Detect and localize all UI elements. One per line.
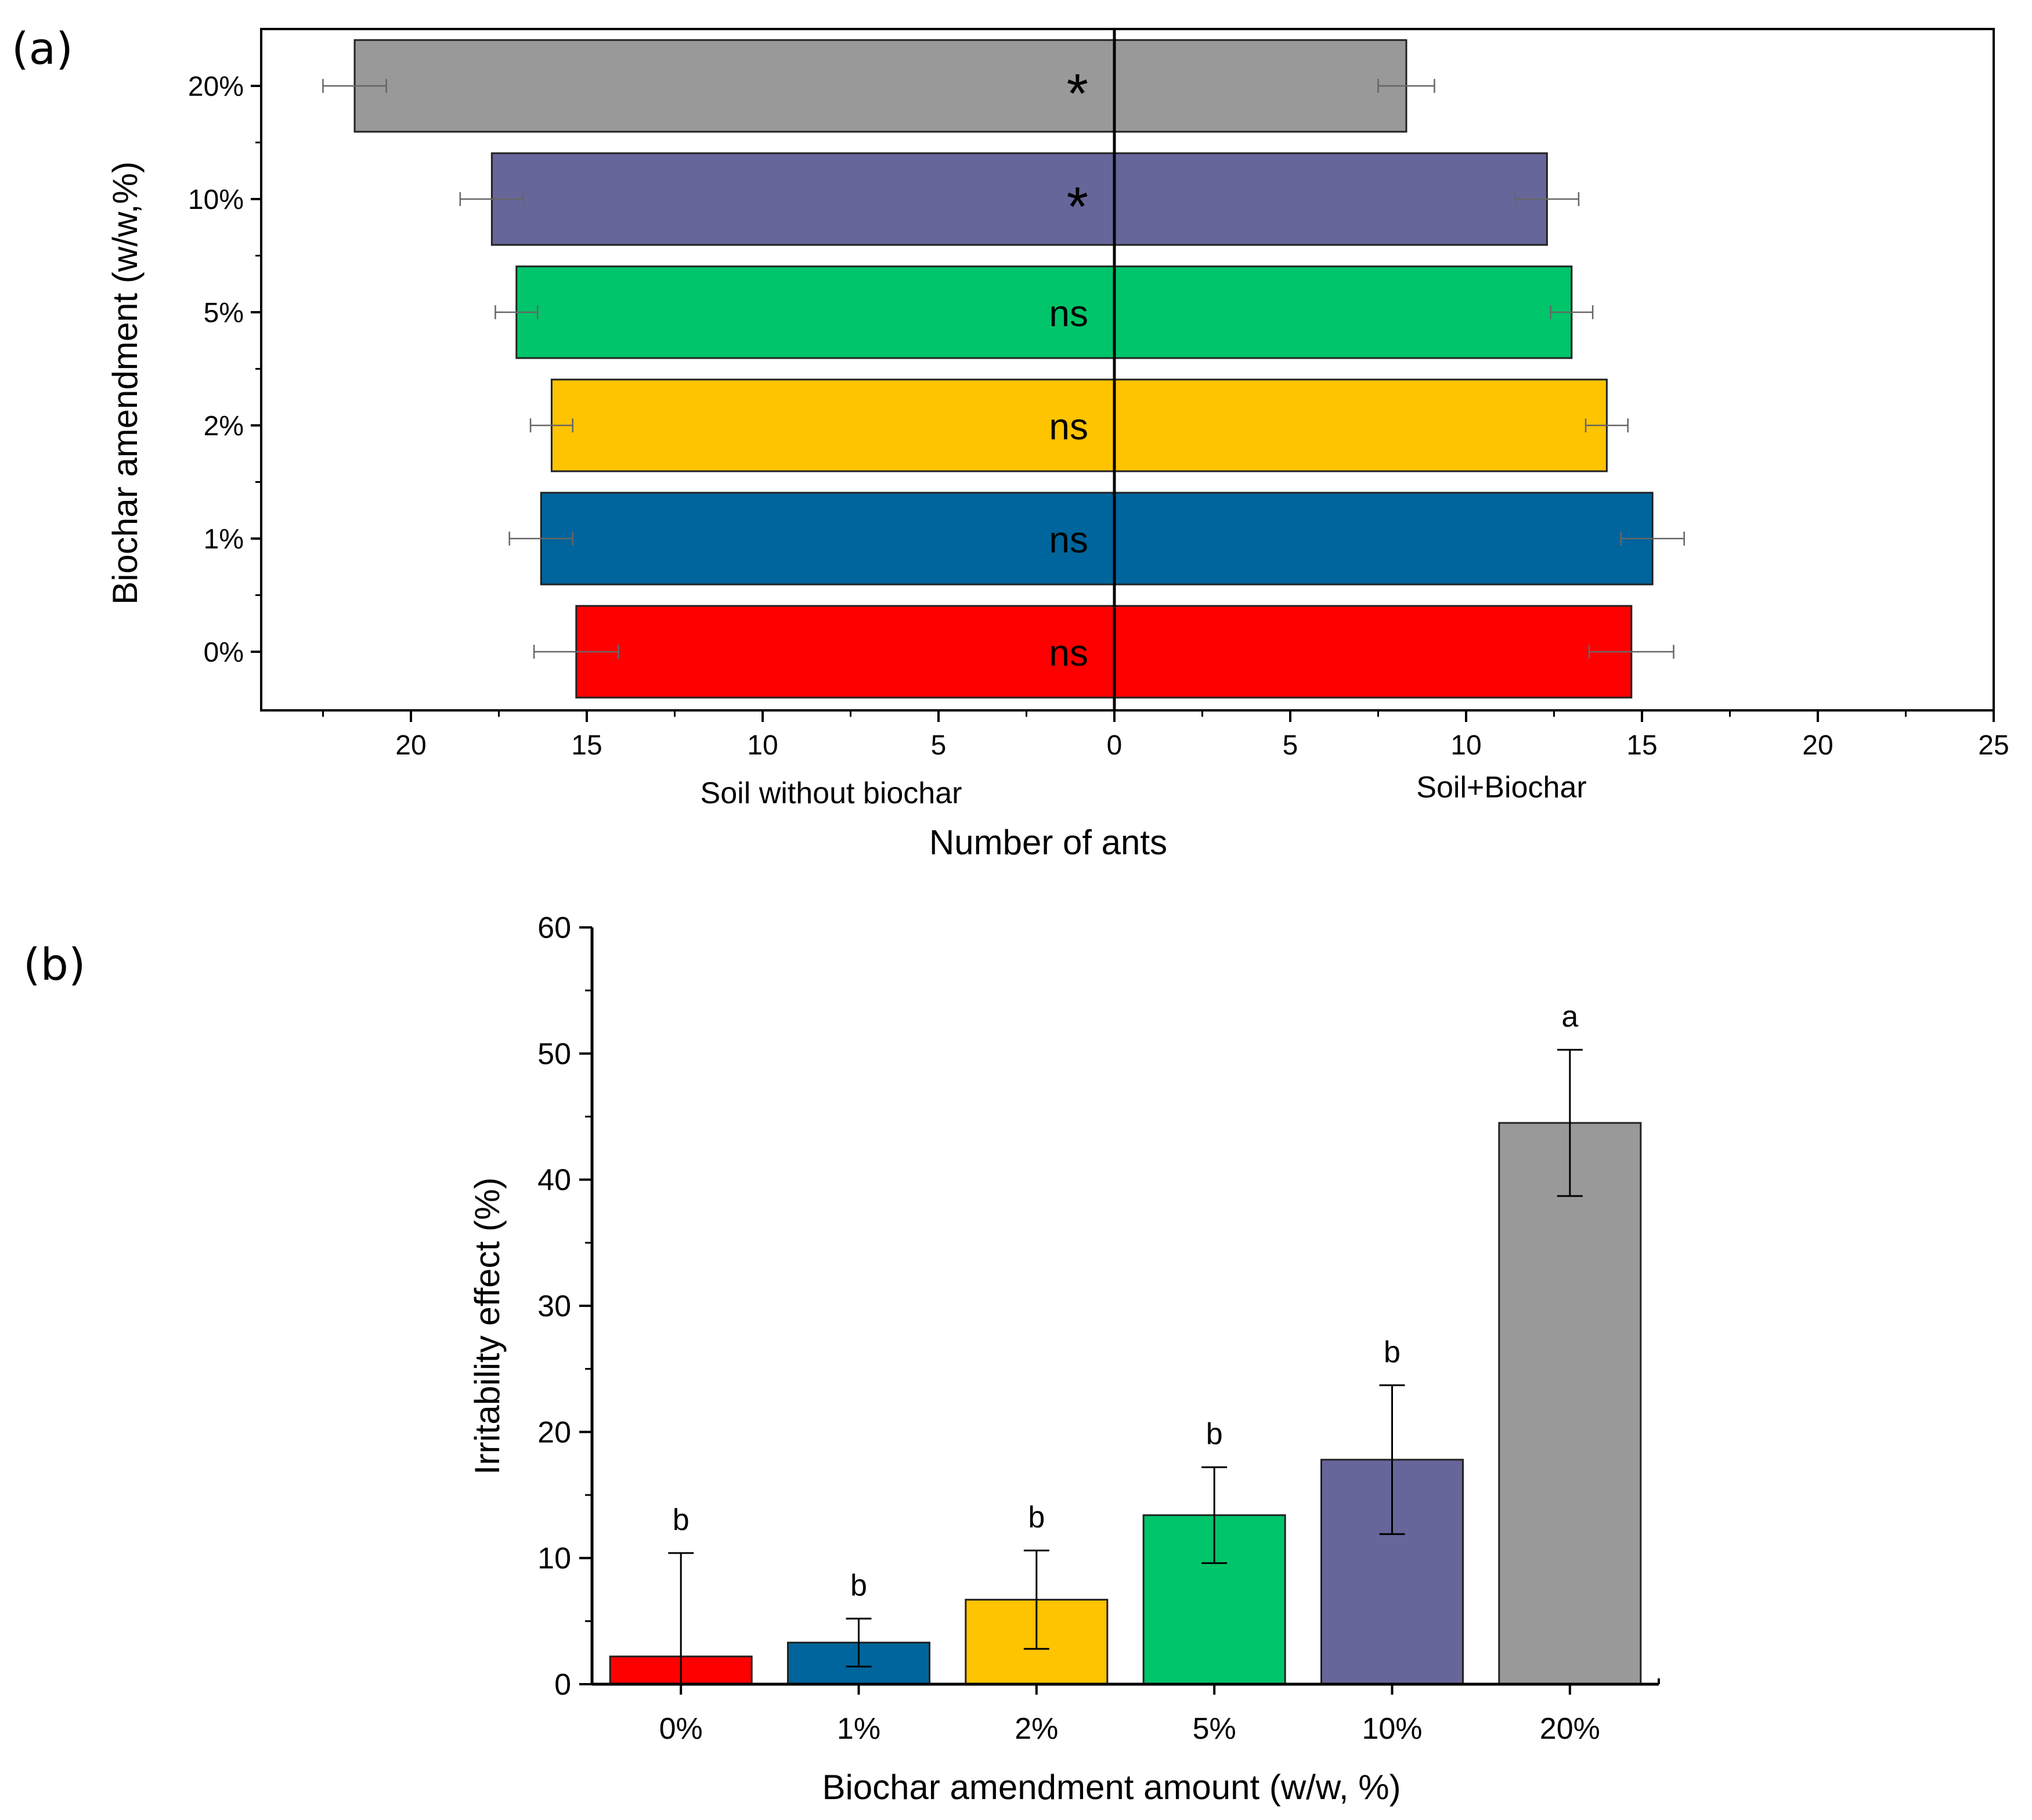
bar-right-10% (1113, 152, 1548, 246)
y-tick-label-20%: 20% (188, 71, 244, 102)
bar-20% (1498, 1122, 1642, 1685)
panel-a-y-axis-title: Biochar amendment (w/w,%) (106, 161, 145, 605)
panel-b: (b) b b b b b a 0% 1% 2% 5% 10% 20% 0 10 20 30 40 50 60 B… (23, 911, 1660, 1807)
error-bar-left-10% (459, 192, 525, 206)
y-tick-label-20: 20 (537, 1415, 571, 1449)
error-bar-right-1% (1620, 532, 1685, 546)
annotation-20%: * (1067, 63, 1088, 125)
panel-a-error-bars (322, 79, 1685, 659)
x-tick-label-right-15: 15 (1626, 730, 1657, 761)
y-tick-label-5%: 5% (204, 298, 244, 328)
x-tick-label-left-5: 5 (931, 730, 947, 761)
significance-letter-0%: b (673, 1503, 690, 1537)
y-tick-label-50: 50 (537, 1037, 571, 1071)
y-tick-label-0%: 0% (204, 637, 244, 668)
panel-b-y-axis-title: Irritability effect (%) (468, 1178, 507, 1475)
panel-b-label: (b) (23, 938, 86, 990)
error-bar-right-20% (1377, 79, 1435, 93)
y-tick-label-2%: 2% (204, 411, 244, 442)
significance-letter-10%: b (1384, 1335, 1401, 1369)
y-tick-label-1%: 1% (204, 524, 244, 555)
panel-a-right-series-label: Soil+Biochar (1416, 771, 1586, 804)
y-tick-label-40: 40 (537, 1164, 571, 1197)
panel-b-significance-letters: b b b b b a (673, 1000, 1579, 1602)
error-bar-left-20% (322, 79, 387, 93)
error-bar-20% (1557, 1049, 1583, 1197)
bar-left-0% (575, 605, 1116, 699)
x-tick-label-10%: 10% (1362, 1712, 1422, 1746)
significance-letter-5%: b (1206, 1417, 1223, 1451)
bar-left-5% (515, 265, 1116, 359)
panel-a-x-axis-title: Number of ants (929, 823, 1167, 862)
significance-letter-1%: b (850, 1569, 867, 1602)
panel-a-label: (a) (12, 23, 73, 74)
significance-letter-20%: a (1561, 1000, 1578, 1034)
y-tick-label-30: 30 (537, 1290, 571, 1323)
error-bar-10% (1379, 1384, 1405, 1535)
error-bar-2% (1023, 1550, 1049, 1650)
x-tick-label-right-20: 20 (1802, 730, 1833, 761)
x-tick-label-left-10: 10 (747, 730, 778, 761)
error-bar-5% (1201, 1466, 1228, 1564)
error-bar-left-2% (529, 418, 574, 432)
error-bar-1% (846, 1617, 872, 1668)
panel-b-axes: 0% 1% 2% 5% 10% 20% 0 10 20 30 40 50 60 (537, 911, 1660, 1746)
x-tick-label-left-20: 20 (395, 730, 426, 761)
x-tick-label-20%: 20% (1540, 1712, 1600, 1746)
panel-b-error-bars (668, 1049, 1583, 1684)
error-bar-left-0% (533, 645, 619, 659)
x-tick-label-right-10: 10 (1450, 730, 1481, 761)
bar-left-1% (540, 492, 1116, 586)
bar-left-2% (550, 378, 1116, 472)
error-bar-0% (668, 1552, 694, 1684)
panel-a-annotations: * * ns ns ns ns (1049, 63, 1088, 674)
annotation-2%: ns (1049, 406, 1088, 447)
x-tick-label-right-0: 0 (1107, 730, 1123, 761)
x-tick-label-0%: 0% (659, 1712, 703, 1746)
error-bar-right-0% (1588, 645, 1674, 659)
panel-a: (a) * * ns ns ns ns 20% 10% 5% 2% 1% 0% 20 15 10 5 0 5 10… (12, 23, 2009, 862)
bar-right-2% (1113, 378, 1608, 472)
bar-left-10% (490, 152, 1116, 246)
y-tick-label-0: 0 (554, 1668, 571, 1702)
panel-b-x-axis-title: Biochar amendment amount (w/w, %) (822, 1768, 1401, 1807)
x-tick-label-right-5: 5 (1283, 730, 1298, 761)
y-tick-label-60: 60 (537, 911, 571, 945)
error-bar-right-5% (1550, 305, 1594, 319)
x-tick-label-1%: 1% (837, 1712, 880, 1746)
y-tick-label-10%: 10% (188, 185, 244, 215)
y-tick-label-10: 10 (537, 1542, 571, 1576)
x-tick-label-2%: 2% (1015, 1712, 1058, 1746)
bar-left-20% (353, 39, 1116, 133)
bar-right-20% (1113, 39, 1407, 133)
x-tick-label-5%: 5% (1193, 1712, 1236, 1746)
bar-right-0% (1113, 605, 1633, 699)
annotation-5%: ns (1049, 292, 1088, 334)
panel-a-left-series-label: Soil without biochar (701, 777, 962, 810)
panel-b-bars (609, 1122, 1642, 1685)
annotation-10%: * (1067, 176, 1088, 238)
bar-right-5% (1113, 265, 1573, 359)
error-bar-left-5% (495, 305, 539, 319)
bar-right-1% (1113, 492, 1654, 586)
error-bar-left-1% (508, 532, 574, 546)
significance-letter-2%: b (1028, 1501, 1045, 1534)
error-bar-right-10% (1514, 192, 1580, 206)
error-bar-right-2% (1585, 418, 1629, 432)
annotation-1%: ns (1049, 519, 1088, 561)
panel-a-axes: 20% 10% 5% 2% 1% 0% 20 15 10 5 0 5 10 15 20 25 (188, 28, 2009, 761)
x-tick-label-left-15: 15 (571, 730, 602, 761)
x-tick-label-right-25: 25 (1978, 730, 2009, 761)
annotation-0%: ns (1049, 632, 1088, 674)
panel-a-bars (353, 39, 1654, 699)
